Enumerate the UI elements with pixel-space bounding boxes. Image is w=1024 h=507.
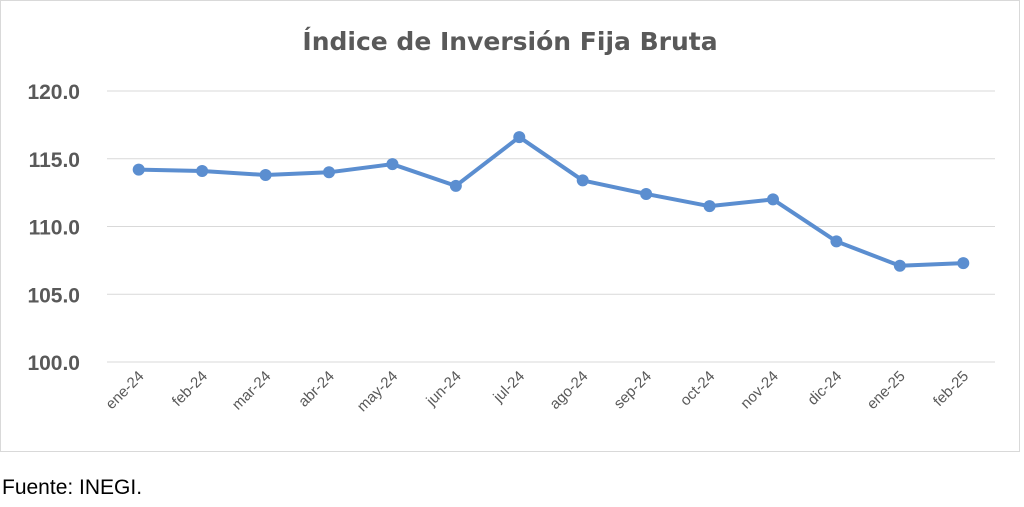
x-tick-label: ago-24 xyxy=(546,368,591,413)
x-tick-label: abr-24 xyxy=(295,368,338,411)
x-tick-label: dic-24 xyxy=(804,368,845,409)
x-tick-label: may-24 xyxy=(354,368,401,415)
x-tick-label: ene-25 xyxy=(864,368,909,413)
gridlines xyxy=(107,90,995,363)
x-tick-label: jun-24 xyxy=(422,368,464,410)
data-point xyxy=(513,131,526,144)
line-chart: Índice de Inversión Fija Bruta 100.0 105.… xyxy=(27,27,995,415)
series-line xyxy=(136,135,966,268)
y-tick-label: 105.0 xyxy=(27,284,80,307)
x-tick-label: feb-25 xyxy=(930,368,972,410)
data-point xyxy=(132,163,145,176)
data-point xyxy=(576,174,589,187)
x-tick-label: nov-24 xyxy=(737,368,781,412)
data-point xyxy=(640,187,653,200)
y-tick-label: 100.0 xyxy=(27,352,80,375)
data-point xyxy=(830,235,843,248)
x-tick-label: feb-24 xyxy=(169,368,211,410)
y-axis: 100.0 105.0 110.0 115.0 120.0 xyxy=(27,81,80,375)
data-point xyxy=(767,193,779,206)
data-point xyxy=(449,179,462,192)
data-point xyxy=(259,169,272,182)
series-layer xyxy=(132,131,970,272)
x-axis: ene-24 feb-24 mar-24 abr-24 may-24 jun-24 jul-… xyxy=(102,368,972,415)
x-tick-label: mar-24 xyxy=(229,368,275,414)
source-note: Fuente: INEGI. xyxy=(2,476,143,499)
data-point xyxy=(893,259,906,272)
data-point xyxy=(386,158,399,171)
data-point xyxy=(957,257,970,270)
y-tick-label: 110.0 xyxy=(29,217,80,240)
x-tick-label: jul-24 xyxy=(489,368,528,407)
y-tick-label: 115.0 xyxy=(29,149,80,172)
chart-title: Índice de Inversión Fija Bruta xyxy=(302,27,717,56)
data-point xyxy=(323,166,335,179)
x-tick-label: ene-24 xyxy=(102,368,147,413)
x-tick-label: sep-24 xyxy=(611,368,655,412)
y-tick-label: 120.0 xyxy=(27,81,80,104)
data-point xyxy=(703,200,716,213)
x-tick-label: oct-24 xyxy=(677,368,719,410)
data-point xyxy=(196,164,209,177)
